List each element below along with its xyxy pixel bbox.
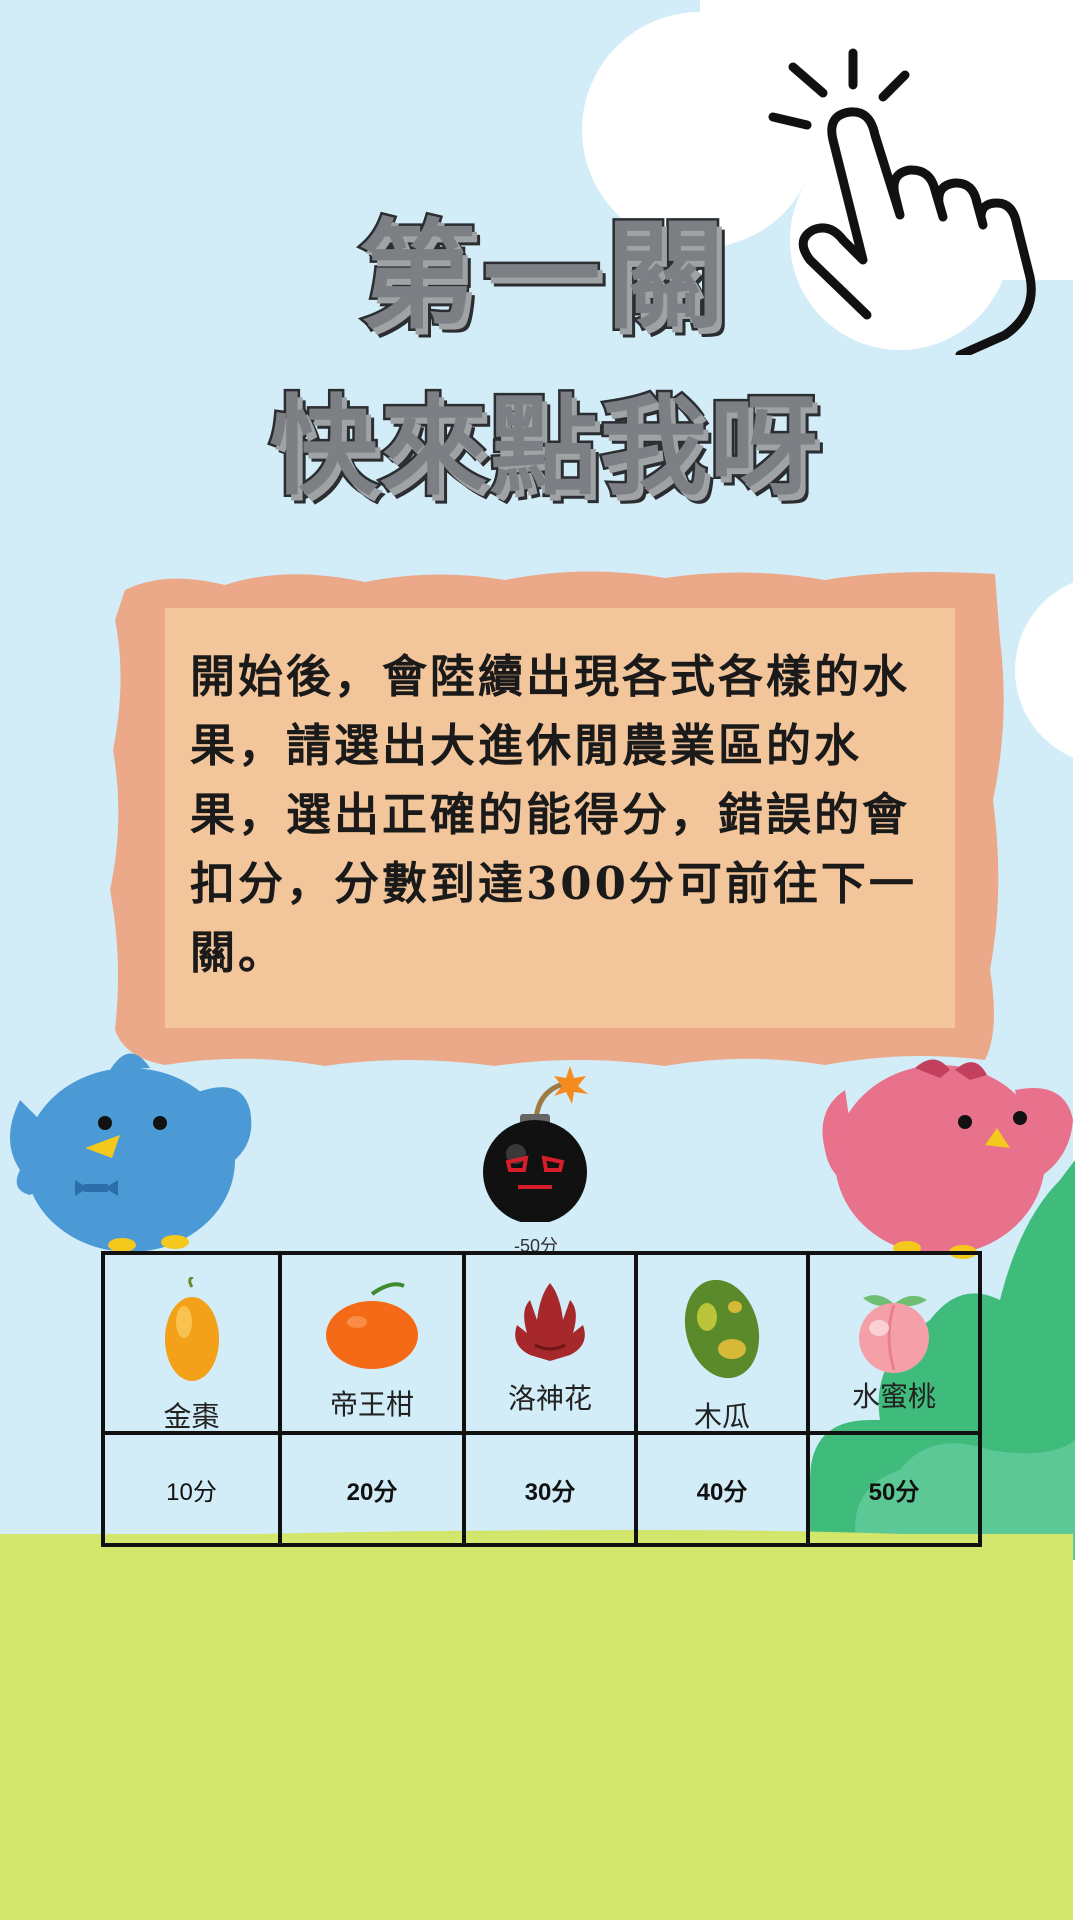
roselle-icon xyxy=(515,1283,585,1361)
score-cell: 50分 xyxy=(806,1431,982,1547)
click-me-title[interactable]: 快來點我呀 xyxy=(267,383,820,513)
grass-ground xyxy=(0,1534,1073,1920)
score-cell: 40分 xyxy=(634,1431,810,1547)
fruit-row: 金棗 帝王柑 洛神花 木瓜 xyxy=(101,1251,982,1435)
papaya-icon xyxy=(684,1279,760,1379)
orange-icon xyxy=(326,1282,418,1369)
fruit-name: 木瓜 xyxy=(693,1400,750,1433)
score-cell: 20分 xyxy=(278,1431,466,1547)
instructions-text: 開始後，會陸續出現各式各樣的水果，請選出大進休閒農業區的水果，選出正確的能得分，… xyxy=(190,650,917,979)
kumquat-icon xyxy=(164,1277,219,1381)
fruit-cell-roselle[interactable]: 洛神花 xyxy=(462,1251,638,1435)
fruit-name: 水蜜桃 xyxy=(851,1380,936,1413)
fruit-score-table: 金棗 帝王柑 洛神花 木瓜 xyxy=(101,1251,982,1547)
level-title: 第一關 xyxy=(356,205,731,348)
fruit-cell-papaya[interactable]: 木瓜 xyxy=(634,1251,810,1435)
bomb-icon[interactable] xyxy=(478,1062,598,1222)
score-cell: 10分 xyxy=(101,1431,282,1547)
instruction-board xyxy=(110,571,1004,1066)
fruit-name: 金棗 xyxy=(163,1400,220,1433)
fruit-cell-kumquat[interactable]: 金棗 xyxy=(101,1251,282,1435)
score-cell: 30分 xyxy=(462,1431,638,1547)
peach-icon xyxy=(859,1295,929,1373)
score-row: 10分 20分 30分 40分 50分 xyxy=(101,1431,982,1547)
right-edge-strip xyxy=(1073,0,1089,1920)
fruit-name: 帝王柑 xyxy=(329,1388,414,1421)
cloud-right-side xyxy=(1015,577,1089,763)
pointing-hand-icon[interactable] xyxy=(755,45,1045,355)
fruit-cell-orange[interactable]: 帝王柑 xyxy=(278,1251,466,1435)
fruit-cell-peach[interactable]: 水蜜桃 xyxy=(806,1251,982,1435)
blue-bird-icon xyxy=(10,1053,252,1252)
bomb-penalty-label: -50分 xyxy=(514,1236,559,1256)
fruit-name: 洛神花 xyxy=(507,1382,592,1415)
pink-bird-icon xyxy=(822,1059,1073,1259)
